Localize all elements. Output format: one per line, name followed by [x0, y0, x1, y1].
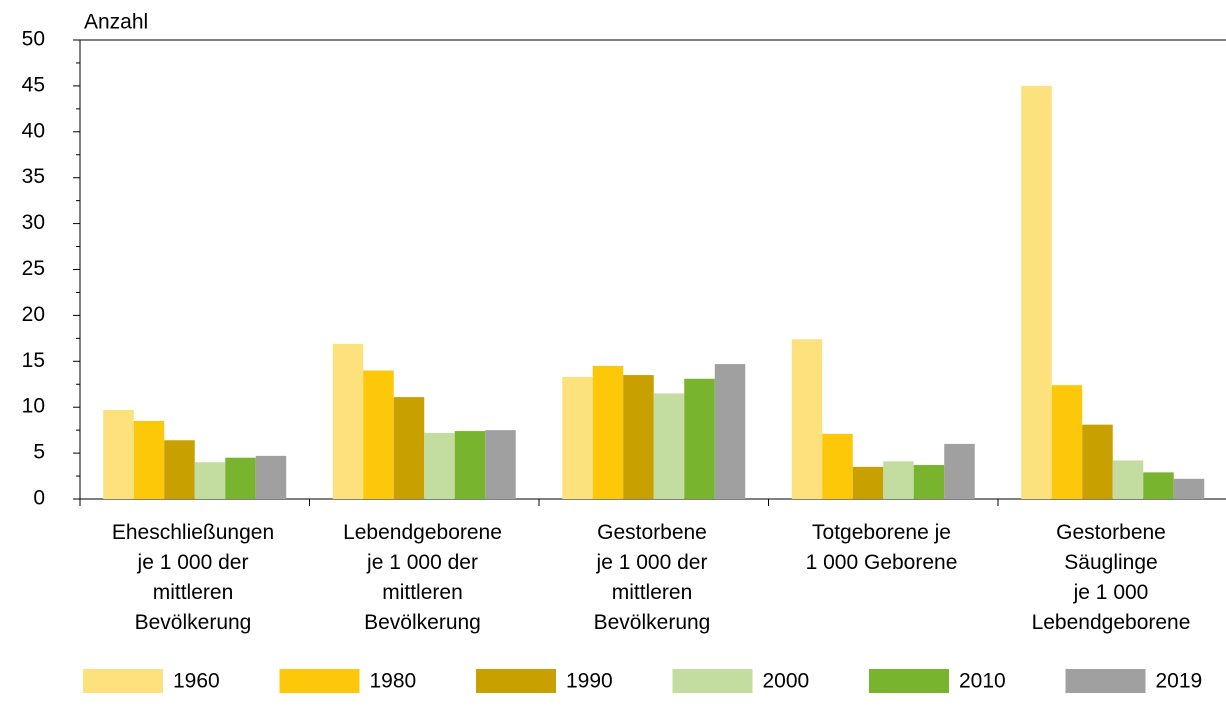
x-tick-label: Totgeborene je 1 000 Geborene [805, 521, 958, 574]
legend-swatch [1065, 669, 1146, 693]
x-tick-label: Gestorbene Säuglinge je 1 000 Lebendgebo… [1031, 521, 1191, 634]
legend-label: 1980 [370, 670, 417, 693]
bar [852, 466, 884, 499]
y-tick-label: 35 [22, 165, 45, 188]
y-tick-label: 45 [22, 73, 45, 96]
bar [822, 433, 853, 499]
bar [332, 343, 364, 499]
bar [1021, 85, 1052, 500]
y-tick-label: 50 [22, 28, 45, 51]
legend-label: 2010 [959, 670, 1006, 693]
bar [454, 431, 486, 499]
bar [1143, 472, 1174, 499]
y-tick-label: 5 [33, 441, 45, 464]
bar [164, 440, 195, 499]
bar [653, 393, 685, 499]
bar [1082, 424, 1113, 499]
bar [913, 465, 945, 499]
bar [1173, 478, 1205, 499]
legend-swatch [83, 669, 163, 693]
y-tick-label: 10 [22, 395, 45, 418]
y-tick-label: 25 [22, 257, 45, 280]
legend-label: 2000 [763, 670, 810, 693]
bar [485, 430, 516, 499]
bar [944, 443, 975, 499]
x-tick-label: Gestorbene je 1 000 der mittleren Bevölk… [593, 521, 711, 634]
bar [255, 455, 287, 499]
bar [363, 370, 394, 499]
y-tick-label: 20 [22, 303, 45, 326]
legend-label: 1960 [173, 670, 220, 693]
bar [592, 365, 624, 499]
bar [133, 420, 165, 499]
bar [623, 375, 654, 499]
legend-swatch [869, 669, 949, 693]
bar [791, 339, 823, 499]
bar [1112, 460, 1144, 499]
bar [883, 461, 914, 499]
bar [684, 378, 715, 499]
y-tick-label: 0 [33, 487, 45, 510]
y-axis-label: Anzahl [84, 11, 148, 34]
x-tick-label: Lebendgeborene je 1 000 der mittleren Be… [343, 521, 502, 634]
y-tick-label: 40 [22, 119, 45, 142]
legend-swatch [672, 669, 753, 693]
bar [225, 457, 256, 499]
legend-label: 1990 [566, 670, 613, 693]
legend-swatch [279, 669, 360, 693]
bar [424, 432, 455, 499]
bar [562, 376, 593, 499]
bar [103, 409, 134, 499]
legend-swatch [476, 669, 556, 693]
legend-label: 2019 [1156, 670, 1203, 693]
y-tick-label: 15 [22, 349, 45, 372]
bar [393, 397, 425, 499]
bar [194, 462, 226, 499]
bar [1051, 385, 1083, 499]
x-tick-label: Eheschließungen je 1 000 der mittleren B… [111, 521, 275, 634]
y-tick-label: 30 [22, 211, 45, 234]
bar [714, 364, 746, 499]
